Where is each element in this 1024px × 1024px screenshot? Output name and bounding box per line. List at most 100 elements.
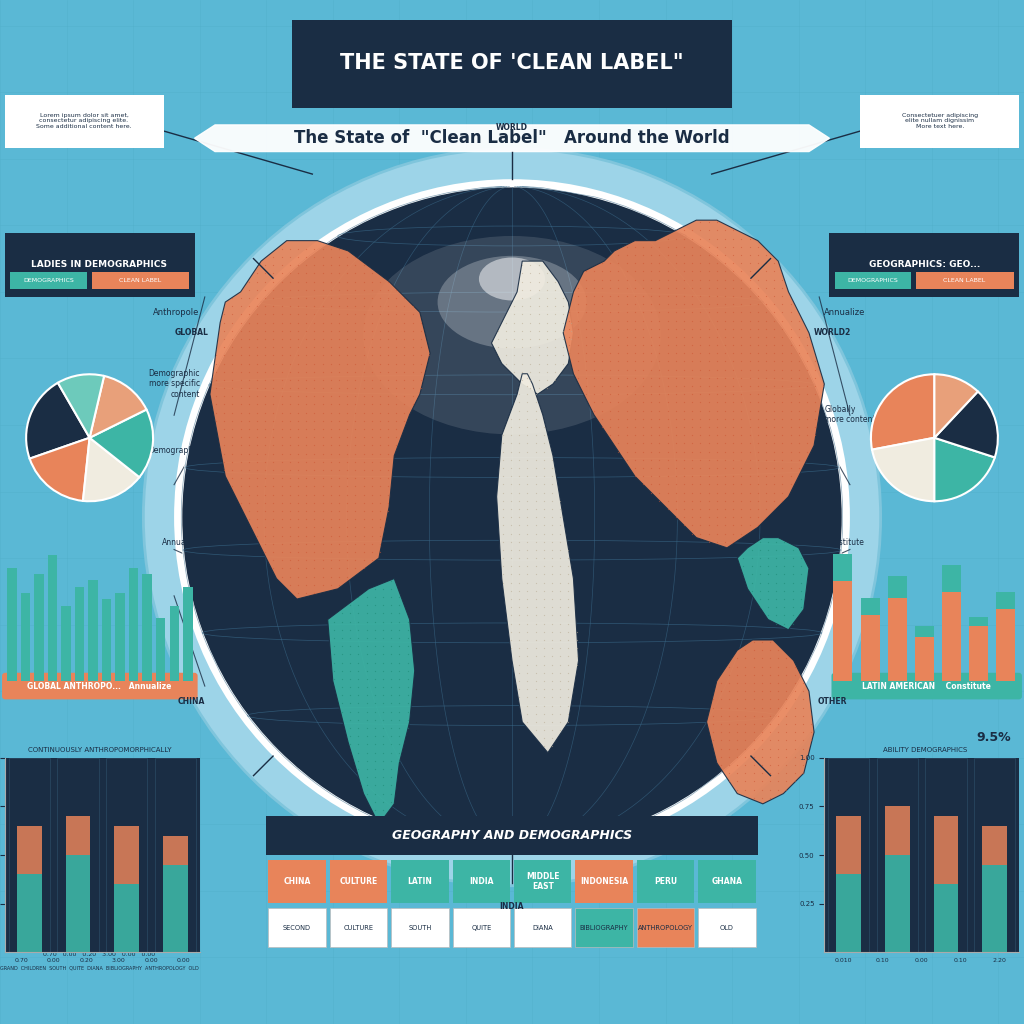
Point (323, 437, 339, 454)
Point (536, 697, 552, 714)
Point (700, 255, 717, 271)
Point (265, 413, 282, 429)
Point (208, 396, 224, 413)
Point (760, 591, 776, 607)
Point (372, 511, 388, 527)
Point (323, 577, 339, 593)
Point (754, 650, 770, 667)
Point (257, 372, 273, 388)
Point (635, 452, 651, 468)
Point (692, 222, 709, 239)
Point (774, 484, 791, 501)
Point (692, 312, 709, 329)
Point (552, 566, 568, 583)
Point (766, 321, 782, 337)
Point (380, 486, 396, 503)
Point (627, 402, 643, 419)
Point (216, 314, 232, 331)
Point (766, 337, 782, 353)
Point (544, 566, 560, 583)
Point (717, 288, 733, 304)
Point (241, 396, 257, 413)
Point (684, 230, 700, 247)
Point (298, 273, 314, 290)
Point (659, 271, 676, 288)
Point (733, 452, 750, 468)
Point (375, 581, 391, 597)
Point (618, 271, 635, 288)
Point (249, 380, 265, 396)
Point (273, 454, 290, 470)
Point (768, 566, 784, 583)
Point (350, 761, 367, 777)
Point (326, 646, 342, 663)
Point (375, 802, 391, 818)
Point (725, 255, 741, 271)
Point (536, 550, 552, 566)
Point (364, 347, 380, 364)
Point (339, 257, 355, 273)
Point (791, 394, 807, 411)
Point (544, 534, 560, 550)
Point (793, 566, 809, 583)
Point (314, 388, 331, 404)
Point (358, 712, 375, 728)
Point (700, 493, 717, 509)
Point (314, 306, 331, 323)
Point (298, 470, 314, 486)
Point (249, 298, 265, 314)
Point (547, 298, 563, 314)
Point (578, 329, 594, 345)
Point (700, 378, 717, 394)
Text: ABILITY DEMOGRAPHICS: ABILITY DEMOGRAPHICS (883, 746, 967, 753)
Point (717, 517, 733, 534)
Point (536, 615, 552, 632)
Point (643, 353, 659, 370)
Point (375, 769, 391, 785)
Point (383, 663, 399, 679)
Text: Annualize: Annualize (824, 308, 865, 316)
Point (536, 599, 552, 615)
Point (692, 263, 709, 280)
Point (342, 654, 358, 671)
Point (530, 380, 547, 396)
Point (503, 525, 519, 542)
Point (331, 552, 347, 568)
Point (635, 378, 651, 394)
Point (536, 722, 552, 738)
Point (265, 544, 282, 560)
Point (568, 624, 585, 640)
Point (544, 558, 560, 574)
Point (339, 552, 355, 568)
Wedge shape (934, 375, 978, 438)
Point (770, 675, 786, 691)
Point (705, 699, 721, 716)
Point (224, 306, 241, 323)
Point (290, 536, 306, 552)
Point (331, 355, 347, 372)
Point (758, 378, 774, 394)
FancyBboxPatch shape (5, 233, 195, 297)
Point (331, 495, 347, 511)
Point (676, 509, 692, 525)
FancyBboxPatch shape (453, 908, 510, 947)
Point (618, 435, 635, 452)
Point (375, 695, 391, 712)
Point (539, 347, 555, 364)
Point (232, 306, 249, 323)
Point (651, 304, 668, 321)
Point (331, 536, 347, 552)
Point (282, 577, 298, 593)
Point (347, 282, 364, 298)
Point (404, 323, 421, 339)
Point (298, 421, 314, 437)
Point (700, 452, 717, 468)
Point (298, 503, 314, 519)
Point (339, 413, 355, 429)
Point (331, 568, 347, 585)
Point (536, 648, 552, 665)
Point (527, 476, 544, 493)
Point (610, 370, 627, 386)
Point (364, 282, 380, 298)
Point (323, 404, 339, 421)
